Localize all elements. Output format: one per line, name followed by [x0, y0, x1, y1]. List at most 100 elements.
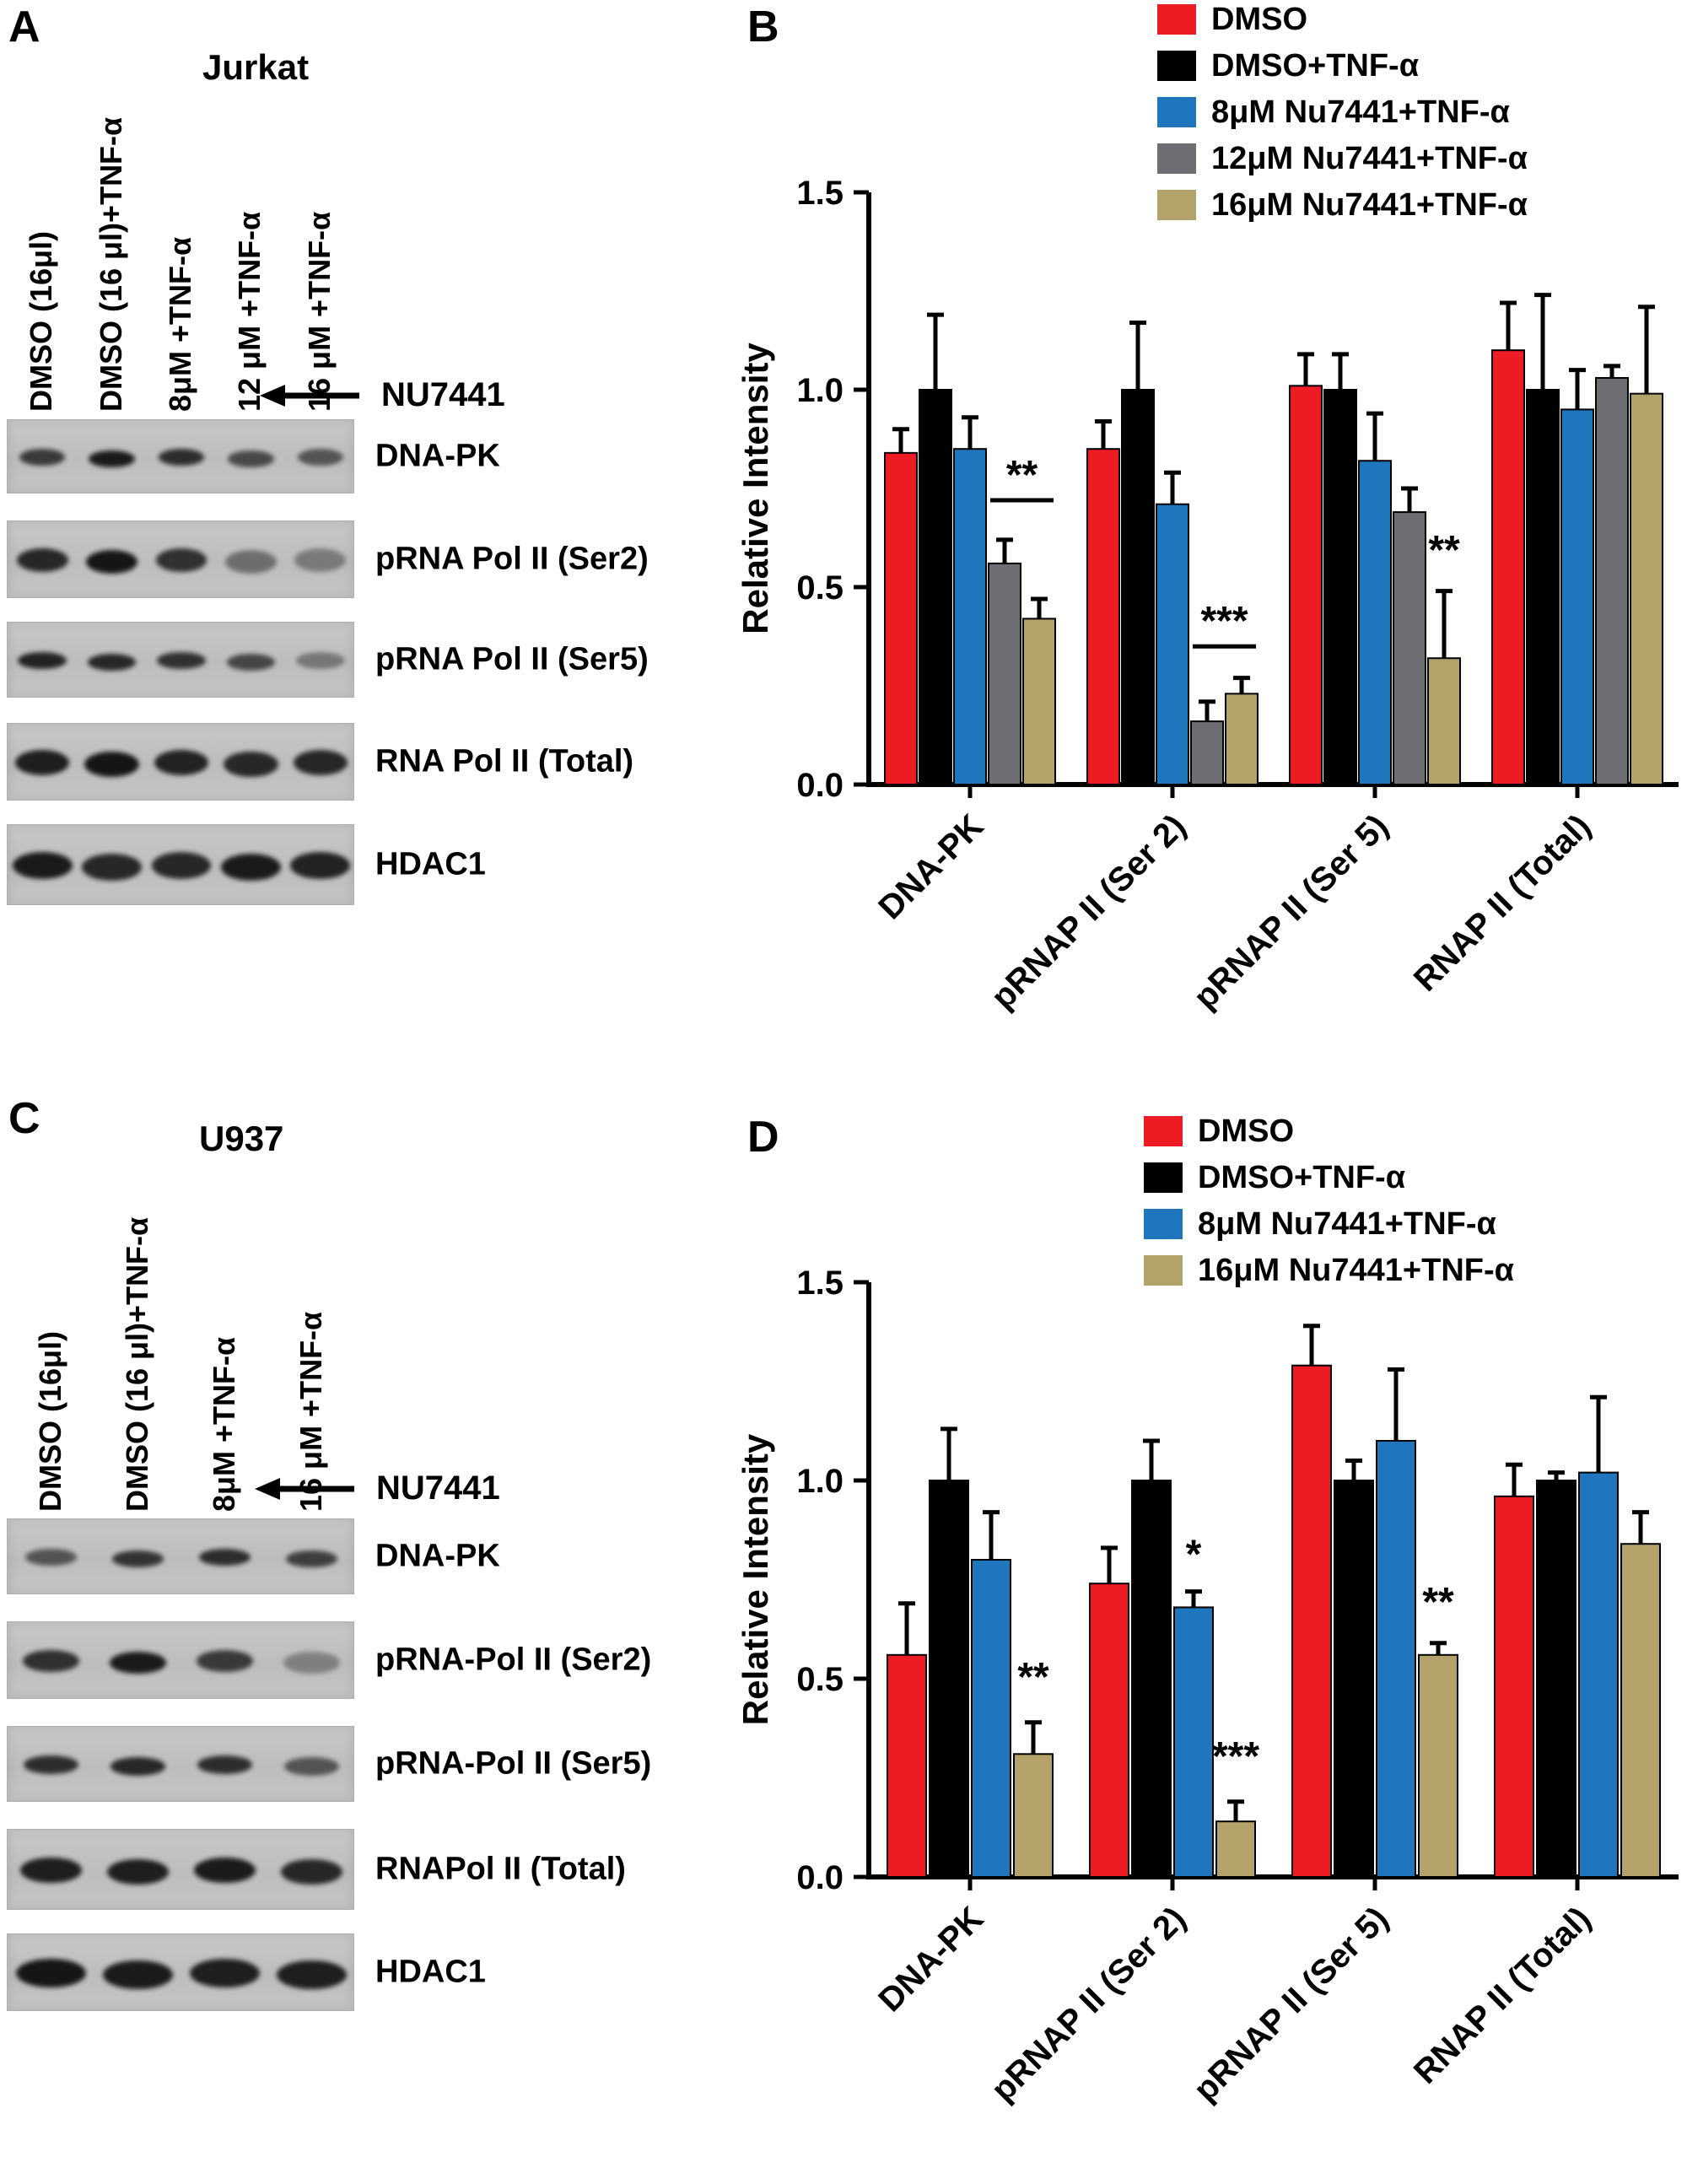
- protein-band: [224, 550, 277, 574]
- significance-stars: **: [1422, 1580, 1454, 1625]
- legend-label: 16μM Nu7441+TNF-α: [1211, 186, 1528, 223]
- protein-band: [103, 1960, 173, 1989]
- protein-band: [198, 1549, 251, 1566]
- y-tick-label: 0.0: [796, 767, 844, 804]
- lane-label: 8μM +TNF-α: [163, 236, 197, 412]
- chart-bar: [884, 451, 918, 785]
- protein-band: [285, 1550, 338, 1567]
- chart-bar: [1289, 385, 1323, 785]
- blot-strip: DNA-PK: [7, 1518, 500, 1594]
- legend-label: 8μM Nu7441+TNF-α: [1211, 94, 1510, 130]
- chart-bar: [1022, 617, 1056, 785]
- blot-strip: DNA-PK: [7, 419, 500, 493]
- chart-bar: [1491, 349, 1525, 785]
- chart-bar: [1173, 1606, 1214, 1878]
- legend-swatch: [1144, 1255, 1183, 1286]
- protein-band: [84, 752, 139, 777]
- protein-band: [283, 1757, 340, 1776]
- chart-bar: [1578, 1471, 1619, 1878]
- protein-band: [197, 1755, 253, 1774]
- lane-label: DMSO (16 μl)+TNF-α: [93, 116, 128, 412]
- panel-c-western-blots: DNA-PK pRNA-Pol II (Ser2) pRNA-Pol II (Ser…: [7, 1518, 651, 2011]
- blot-row-label: DNA-PK: [375, 1538, 500, 1574]
- protein-band: [281, 1859, 342, 1885]
- chart-bar: [1131, 1480, 1172, 1878]
- protein-band: [23, 1755, 79, 1774]
- x-category-label: pRNAP II (Ser 5): [1187, 807, 1395, 1016]
- chart-bar: [1013, 1753, 1054, 1878]
- protein-band: [196, 1650, 254, 1672]
- panel-b-legend: DMSO DMSO+TNF-α 8μM Nu7441+TNF-α 12μM Nu744…: [1157, 2, 1528, 234]
- chart-bar: [1630, 392, 1663, 785]
- chart-bar: [1560, 408, 1594, 785]
- legend-swatch: [1157, 97, 1196, 127]
- chart-bar: [1190, 720, 1224, 785]
- blot-strip: pRNA Pol II (Ser2): [7, 520, 649, 598]
- chart-bar: [1334, 1480, 1374, 1878]
- protein-band: [111, 1550, 164, 1567]
- panel-a-western-blots: DNA-PK pRNA Pol II (Ser2) pRNA Pol II (Ser…: [7, 419, 649, 905]
- legend-label: DMSO: [1211, 1, 1307, 37]
- legend-label: 16μM Nu7441+TNF-α: [1198, 1252, 1514, 1288]
- protein-band: [151, 852, 212, 879]
- protein-band: [290, 852, 351, 879]
- significance-stars: ***: [1200, 599, 1248, 644]
- significance-stars: **: [1428, 528, 1460, 573]
- protein-band: [294, 548, 347, 572]
- protein-band: [220, 854, 281, 881]
- x-category-label: DNA-PK: [871, 807, 990, 926]
- legend-item: DMSO: [1157, 2, 1528, 37]
- blot-row-label: RNA Pol II (Total): [375, 743, 634, 779]
- x-category-label: RNAP II (Total): [1407, 1900, 1598, 2090]
- legend-swatch: [1144, 1209, 1183, 1239]
- protein-band: [297, 449, 343, 466]
- chart-bar: [1225, 693, 1259, 785]
- legend-label: 8μM Nu7441+TNF-α: [1198, 1205, 1496, 1242]
- y-axis-label: Relative Intensity: [736, 1433, 775, 1725]
- panel-c-nu7441-label: NU7441: [376, 1469, 500, 1507]
- protein-band: [22, 1650, 80, 1672]
- chart-bar: [1393, 511, 1426, 785]
- chart-bar: [1121, 389, 1155, 785]
- chart-bar: [1620, 1543, 1661, 1878]
- chart-bar: [1536, 1480, 1577, 1878]
- panel-c-letter: C: [8, 1094, 40, 1143]
- chart-bar: [1376, 1440, 1416, 1878]
- blot-row-label: RNAPol II (Total): [375, 1851, 626, 1887]
- chart-bar: [887, 1653, 927, 1878]
- y-tick-label: 1.0: [796, 1463, 844, 1500]
- blot-row-label: pRNA-Pol II (Ser2): [375, 1642, 652, 1678]
- protein-band: [86, 550, 138, 574]
- legend-item: DMSO: [1144, 1114, 1514, 1149]
- significance-stars: *: [1186, 1532, 1202, 1577]
- protein-band: [155, 548, 208, 572]
- panel-c-cell-line-title: U937: [199, 1119, 284, 1158]
- chart-bar: [1291, 1364, 1332, 1878]
- blot-strip: HDAC1: [7, 1933, 486, 2011]
- blot-row-label: pRNA Pol II (Ser2): [375, 541, 649, 577]
- protein-band: [16, 1959, 86, 1987]
- legend-swatch: [1144, 1116, 1183, 1146]
- blot-strip: HDAC1: [7, 824, 486, 905]
- protein-band: [224, 752, 278, 777]
- protein-band: [18, 652, 67, 669]
- legend-item: 12μM Nu7441+TNF-α: [1157, 141, 1528, 176]
- chart-bar: [1086, 448, 1120, 785]
- protein-band: [110, 1757, 166, 1776]
- chart-bar: [1156, 503, 1189, 785]
- legend-item: 16μM Nu7441+TNF-α: [1144, 1253, 1514, 1288]
- y-tick-label: 0.0: [796, 1859, 844, 1896]
- panel-a-letter: A: [8, 3, 40, 51]
- x-category-label: DNA-PK: [871, 1900, 990, 2019]
- legend-label: DMSO: [1198, 1113, 1294, 1149]
- protein-band: [228, 450, 274, 467]
- panel-b-letter: B: [747, 3, 779, 51]
- protein-band: [293, 750, 348, 775]
- legend-item: DMSO+TNF-α: [1144, 1160, 1514, 1195]
- chart-bar: [919, 389, 952, 785]
- x-category-label: pRNAP II (Ser 2): [984, 1900, 1193, 2108]
- significance-stars: ***: [1212, 1734, 1259, 1779]
- panel-a-nu7441-label: NU7441: [381, 376, 505, 413]
- blot-strip: RNA Pol II (Total): [7, 723, 633, 801]
